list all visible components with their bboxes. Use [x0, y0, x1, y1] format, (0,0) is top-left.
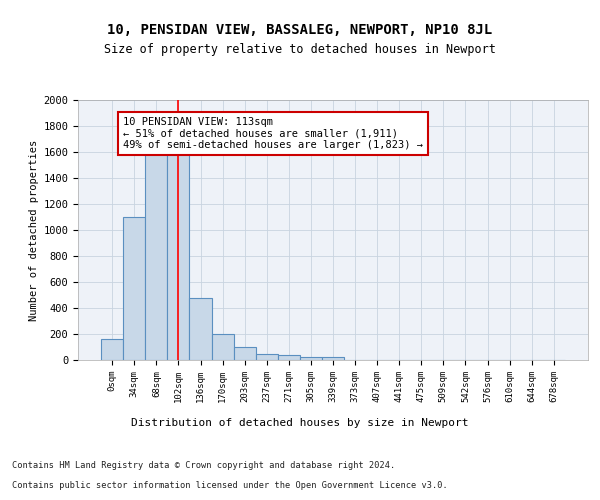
Text: Contains HM Land Registry data © Crown copyright and database right 2024.: Contains HM Land Registry data © Crown c…: [12, 460, 395, 469]
Bar: [233, 347, 256, 360]
Bar: [322, 358, 344, 360]
Bar: [145, 147, 167, 360]
Text: 10, PENSIDAN VIEW, BASSALEG, NEWPORT, NP10 8JL: 10, PENSIDAN VIEW, BASSALEG, NEWPORT, NP…: [107, 22, 493, 36]
Text: Contains public sector information licensed under the Open Government Licence v3: Contains public sector information licen…: [12, 480, 448, 490]
Bar: [278, 356, 300, 360]
Bar: [167, 147, 190, 360]
Bar: [256, 354, 278, 360]
Bar: [212, 334, 233, 360]
Text: Size of property relative to detached houses in Newport: Size of property relative to detached ho…: [104, 42, 496, 56]
Bar: [190, 298, 212, 360]
Bar: [123, 217, 145, 360]
Y-axis label: Number of detached properties: Number of detached properties: [29, 140, 39, 320]
Text: 10 PENSIDAN VIEW: 113sqm
← 51% of detached houses are smaller (1,911)
49% of sem: 10 PENSIDAN VIEW: 113sqm ← 51% of detach…: [123, 117, 423, 150]
Bar: [101, 339, 123, 360]
Text: Distribution of detached houses by size in Newport: Distribution of detached houses by size …: [131, 418, 469, 428]
Bar: [300, 357, 322, 360]
